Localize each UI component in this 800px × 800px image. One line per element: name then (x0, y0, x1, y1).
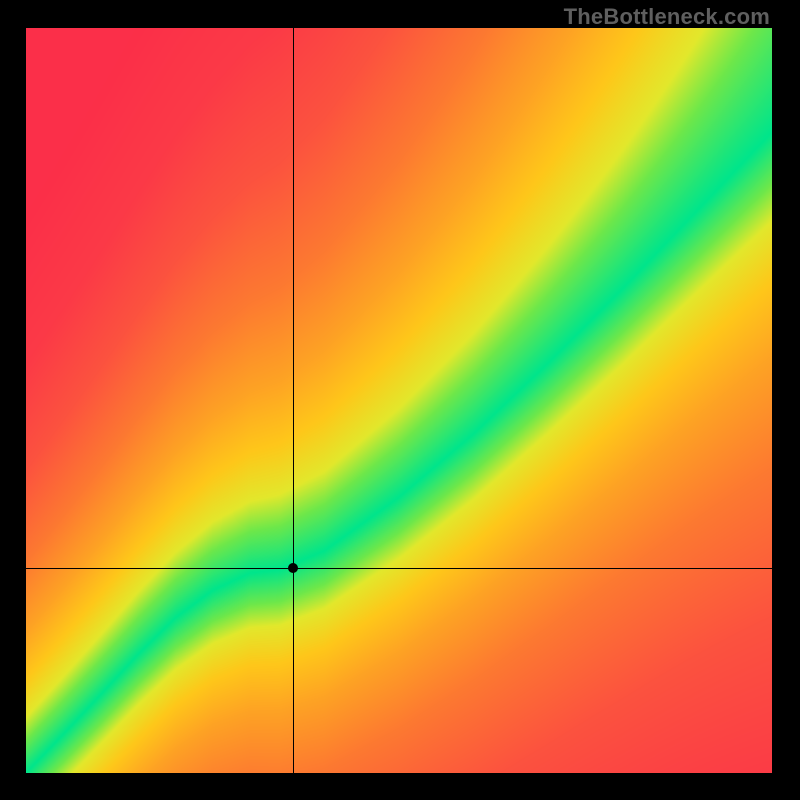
watermark-text: TheBottleneck.com (564, 4, 770, 30)
heatmap-canvas (26, 28, 772, 773)
crosshair-vertical (293, 28, 294, 773)
data-point-marker (288, 563, 298, 573)
bottleneck-heatmap (26, 28, 772, 773)
crosshair-horizontal (26, 568, 772, 569)
